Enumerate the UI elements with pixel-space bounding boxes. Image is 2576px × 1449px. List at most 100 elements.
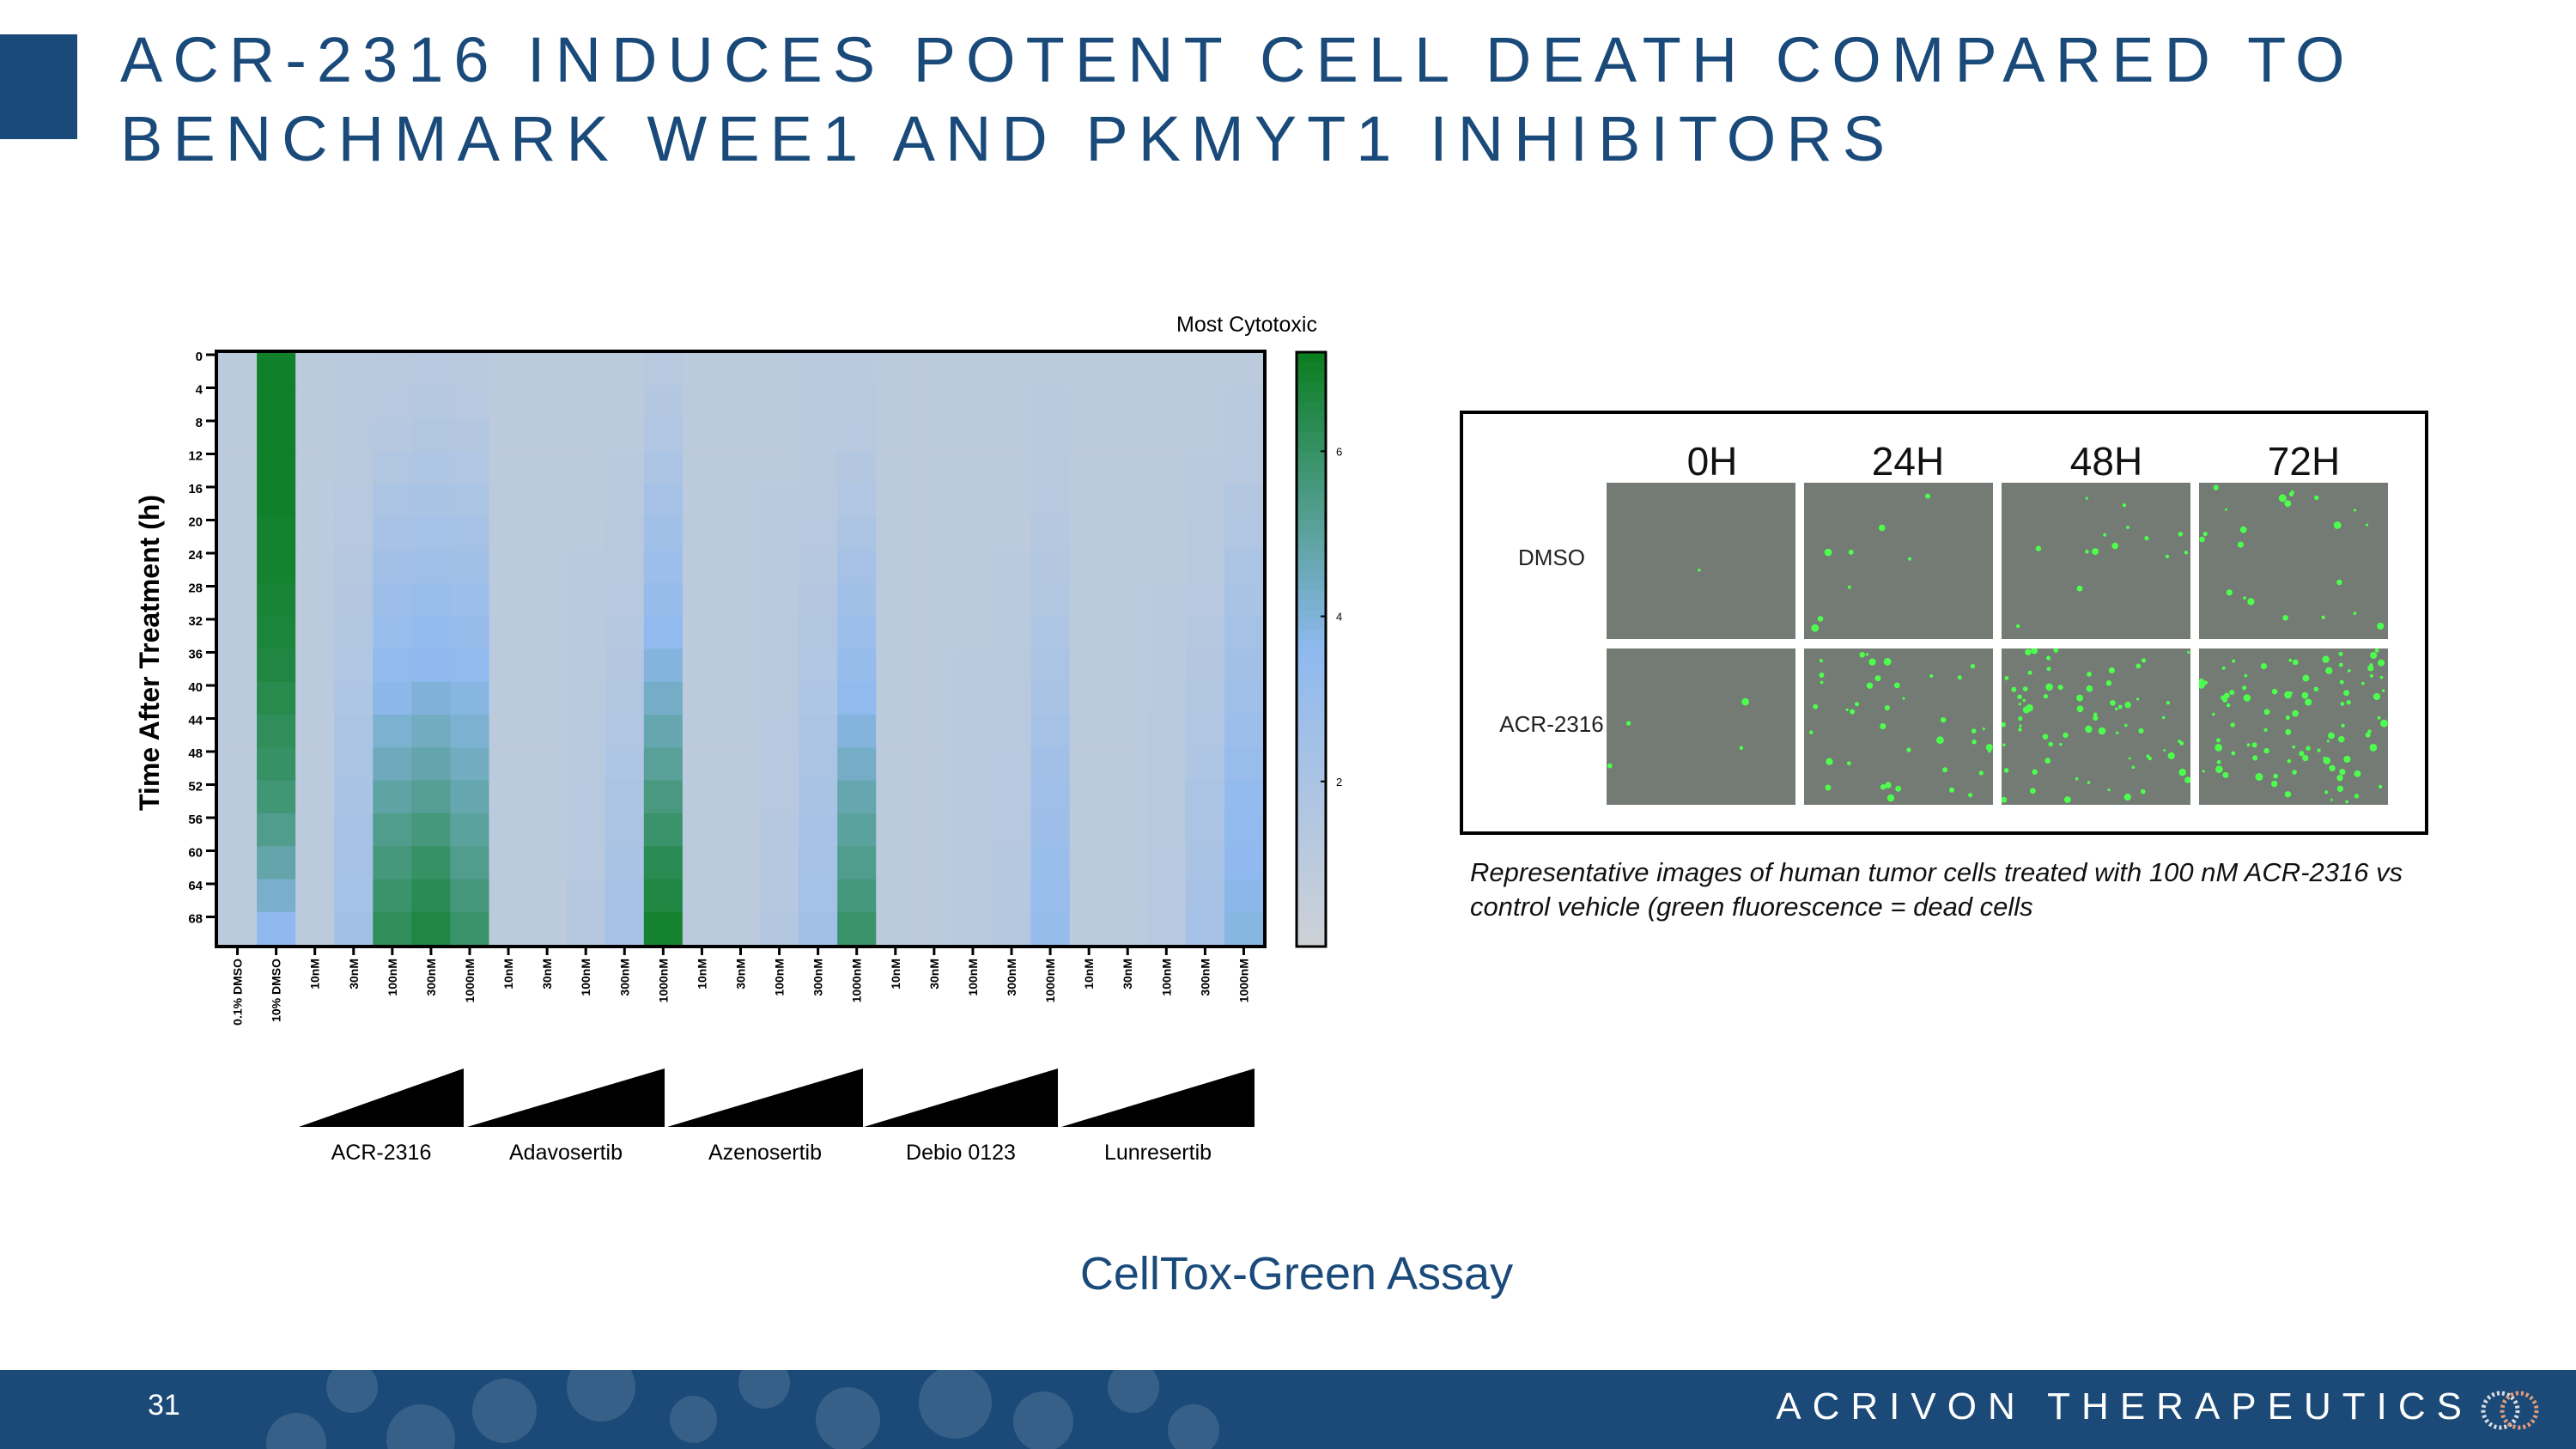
x-tick-label: 30nM bbox=[927, 959, 941, 989]
heatmap-cell bbox=[720, 353, 761, 387]
title-line-1: ACR-2316 INDUCES POTENT CELL DEATH COMPA… bbox=[120, 24, 2355, 95]
heatmap-cell bbox=[953, 550, 993, 584]
heatmap-cell bbox=[295, 846, 335, 880]
colorbar-swatch bbox=[1297, 936, 1326, 947]
heatmap-cell bbox=[1185, 353, 1225, 387]
dead-cell-dot bbox=[1936, 736, 1944, 745]
colorbar-swatch bbox=[1297, 698, 1326, 709]
heatmap-cell bbox=[489, 582, 529, 617]
heatmap-cell bbox=[760, 747, 799, 782]
dead-cell-dot bbox=[1929, 673, 1934, 679]
heatmap-cell bbox=[489, 879, 529, 913]
heatmap-cell bbox=[992, 418, 1032, 453]
dead-cell-dot bbox=[2305, 698, 2312, 706]
dead-cell-dot bbox=[2225, 508, 2227, 511]
heatmap-cell bbox=[527, 386, 568, 420]
heatmap-cell bbox=[257, 451, 296, 485]
heatmap-cell bbox=[566, 582, 606, 617]
colorbar-swatch bbox=[1297, 619, 1326, 630]
heatmap-cell bbox=[953, 879, 993, 913]
dead-cell-dot bbox=[1968, 793, 1973, 798]
heatmap-cell bbox=[334, 582, 374, 617]
heatmap-cell bbox=[605, 846, 645, 880]
heatmap-cell bbox=[257, 484, 296, 518]
heatmap-cell bbox=[1185, 681, 1225, 715]
heatmap-cell bbox=[1146, 616, 1187, 650]
dead-cell-dot bbox=[2374, 648, 2379, 653]
heatmap-cell bbox=[295, 451, 335, 485]
heatmap-cell bbox=[334, 846, 374, 880]
dead-cell-dot bbox=[2166, 701, 2171, 705]
x-tick-label: 100nM bbox=[966, 959, 980, 996]
heatmap-cell bbox=[914, 813, 954, 847]
y-tick-label: 20 bbox=[188, 515, 203, 530]
microscopy-image bbox=[2002, 648, 2190, 805]
heatmap-cell bbox=[527, 484, 568, 518]
heatmap-cell bbox=[720, 517, 761, 551]
heatmap-cell bbox=[295, 879, 335, 913]
heatmap-cell bbox=[643, 911, 683, 946]
heatmap-cell bbox=[1146, 879, 1187, 913]
heatmap-cell bbox=[489, 418, 529, 453]
dead-cell-dot bbox=[2336, 785, 2344, 792]
y-tick-label: 4 bbox=[196, 383, 204, 398]
heatmap-cell bbox=[643, 484, 683, 518]
heatmap-cell bbox=[992, 451, 1032, 485]
heatmap-cell bbox=[295, 780, 335, 814]
dead-cell-dot bbox=[2202, 532, 2208, 537]
colorbar-swatch bbox=[1297, 798, 1326, 809]
dead-cell-dot bbox=[2085, 725, 2093, 734]
heatmap-cell bbox=[218, 879, 258, 913]
heatmap-cell bbox=[643, 813, 683, 847]
dead-cell-dot bbox=[2325, 667, 2333, 674]
dead-cell-dot bbox=[2032, 769, 2038, 775]
heatmap-cell bbox=[914, 517, 954, 551]
dead-cell-dot bbox=[2271, 688, 2278, 695]
dead-cell-dot bbox=[1886, 794, 1895, 802]
heatmap-cell bbox=[1030, 747, 1071, 782]
heatmap-cell bbox=[295, 911, 335, 946]
heatmap-cell bbox=[450, 681, 490, 715]
heatmap-cell bbox=[334, 517, 374, 551]
heatmap-cell bbox=[799, 582, 838, 617]
colorbar-swatch bbox=[1297, 490, 1326, 502]
heatmap-cell bbox=[257, 648, 296, 683]
drug-group-label: Lunresertib bbox=[1104, 1141, 1212, 1165]
dead-cell-dot bbox=[2346, 700, 2351, 705]
image-caption: Representative images of human tumor cel… bbox=[1470, 857, 2403, 922]
heatmap-frame bbox=[215, 350, 1267, 948]
heatmap-cell bbox=[953, 386, 993, 420]
x-tick-label: 300nM bbox=[424, 959, 438, 996]
heatmap-cell bbox=[295, 681, 335, 715]
dead-cell-dot bbox=[2239, 526, 2247, 533]
heatmap-cell bbox=[720, 715, 761, 748]
heatmap-cell bbox=[837, 648, 877, 683]
heatmap-cell bbox=[953, 648, 993, 683]
heatmap-cell bbox=[914, 353, 954, 387]
dead-cell-dot bbox=[1698, 569, 1701, 572]
dead-cell-dot bbox=[2093, 715, 2099, 721]
heatmap-cell bbox=[450, 747, 490, 782]
heatmap-cell bbox=[682, 418, 722, 453]
heatmap-cell bbox=[1224, 747, 1264, 782]
heatmap-cell bbox=[876, 550, 915, 584]
dose-wedge bbox=[864, 1068, 1058, 1127]
colorbar-swatch bbox=[1297, 827, 1326, 838]
heatmap-cell bbox=[837, 353, 877, 387]
colorbar-swatch bbox=[1297, 629, 1326, 641]
dead-cell-dot bbox=[2030, 788, 2036, 795]
dead-cell-dot bbox=[2317, 748, 2321, 752]
y-tick-label: 60 bbox=[188, 846, 203, 861]
x-tick-label: 10nM bbox=[308, 959, 322, 989]
dead-cell-dot bbox=[1971, 728, 1977, 734]
heatmap-cell bbox=[566, 681, 606, 715]
heatmap-cell bbox=[1185, 846, 1225, 880]
colorbar-swatch bbox=[1297, 510, 1326, 521]
heatmap-cell bbox=[1146, 484, 1187, 518]
x-tick-label: 300nM bbox=[811, 959, 825, 996]
heatmap-cell bbox=[760, 879, 799, 913]
dead-cell-dot bbox=[2366, 523, 2369, 527]
dead-cell-dot bbox=[2124, 701, 2131, 709]
heatmap-cell bbox=[1185, 747, 1225, 782]
heatmap-cell bbox=[450, 386, 490, 420]
